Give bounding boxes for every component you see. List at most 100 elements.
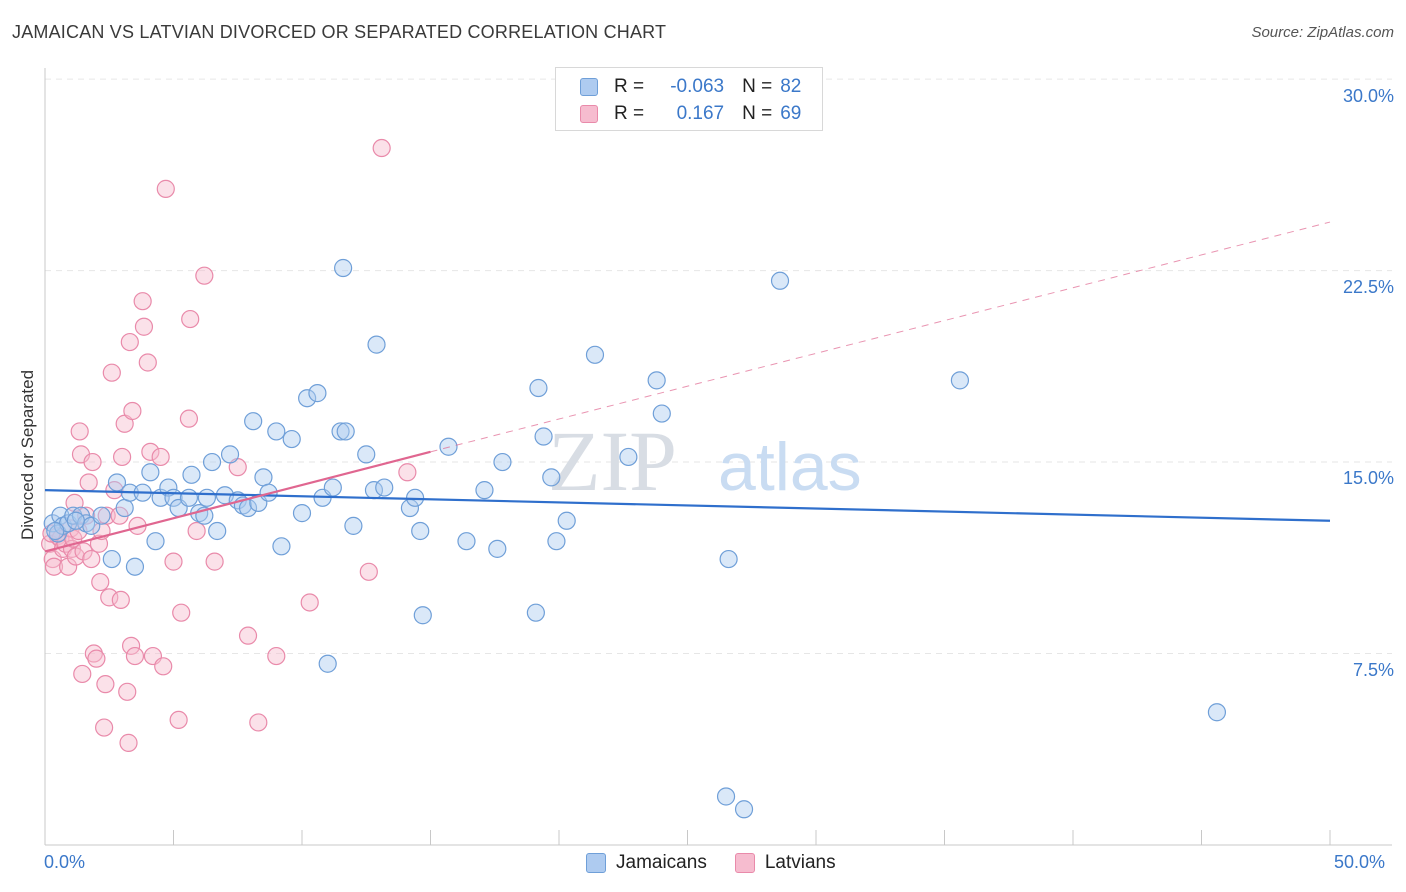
latvian-point	[134, 317, 154, 336]
latvian-point	[249, 713, 268, 732]
latvian-point	[102, 363, 121, 382]
latvian-point	[97, 506, 116, 525]
jamaican-point	[125, 557, 145, 576]
jamaican-point	[534, 427, 553, 446]
legend-swatch-blue	[580, 78, 598, 96]
jamaican-point	[102, 549, 121, 569]
jamaican-point	[146, 532, 165, 551]
latvian-point	[151, 447, 170, 467]
legend-row-latvians: R = 0.167 N = 69	[580, 102, 801, 126]
x-tick-label: 0.0%	[44, 852, 86, 872]
latvian-point	[95, 718, 114, 737]
latvian-point	[267, 646, 286, 666]
legend-n-value: 82	[780, 76, 802, 97]
jamaican-point	[367, 335, 386, 354]
jamaican-point	[272, 537, 291, 556]
watermark-zip: ZIP	[548, 413, 677, 509]
jamaican-point	[652, 404, 671, 423]
latvian-point	[87, 649, 106, 668]
latvians-points	[41, 138, 417, 752]
jamaican-point	[318, 654, 337, 673]
latvian-point	[169, 710, 188, 730]
jamaican-point	[547, 532, 566, 551]
jamaican-point	[647, 371, 666, 390]
latvian-point	[398, 463, 417, 482]
jamaican-point	[493, 452, 512, 472]
latvian-point	[123, 401, 142, 421]
legend-n-label: N =	[742, 76, 773, 97]
latvian-point	[195, 266, 214, 285]
jamaican-point	[292, 504, 312, 523]
latvian-point	[73, 664, 92, 684]
jamaican-point	[46, 521, 65, 541]
jamaican-point	[282, 429, 301, 449]
legend-label-latvians: Latvians	[764, 852, 836, 873]
jamaican-point	[950, 371, 970, 390]
jamaican-point	[179, 488, 199, 507]
latvian-point	[238, 626, 258, 645]
latvian-point	[112, 447, 132, 467]
latvian-point	[100, 588, 119, 607]
latvian-point	[118, 682, 137, 701]
jamaican-point	[220, 445, 240, 464]
series-legend: Jamaicans Latvians	[586, 852, 864, 874]
jamaican-point	[585, 345, 605, 364]
latvian-point	[187, 521, 206, 541]
jamaican-point	[488, 539, 507, 558]
latvian-point	[74, 542, 93, 561]
jamaican-point	[336, 422, 355, 441]
latvian-point	[44, 557, 64, 576]
jamaican-point	[770, 271, 790, 290]
latvian-point	[141, 442, 160, 461]
jamaican-point	[267, 422, 286, 441]
axes	[44, 68, 1392, 846]
latvian-point	[205, 552, 224, 571]
jamaican-point	[375, 478, 394, 497]
correlation-legend: R = -0.063 N = 82 R = 0.167 N = 69	[555, 67, 823, 131]
jamaican-point	[1207, 703, 1227, 722]
jamaican-point	[716, 787, 736, 806]
legend-swatch-pink	[734, 853, 755, 873]
jamaicans-points	[43, 258, 1227, 819]
jamaican-point	[202, 452, 222, 472]
y-axis-label: Divorced or Separated	[18, 369, 37, 541]
y-tick-label: 30.0%	[1342, 86, 1394, 106]
legend-row-jamaicans: R = -0.063 N = 82	[580, 75, 801, 99]
legend-r-value: -0.063	[670, 76, 725, 97]
jamaican-point	[619, 447, 638, 467]
latvian-point	[111, 590, 130, 610]
latvian-point	[82, 549, 101, 569]
latvian-point	[79, 473, 98, 492]
latvian-point	[156, 179, 175, 198]
latvians-trend-line	[44, 450, 431, 553]
latvian-point	[120, 332, 139, 352]
jamaican-point	[323, 478, 342, 497]
jamaican-point	[308, 384, 327, 403]
legend-r-label: R =	[614, 76, 645, 97]
jamaican-point	[254, 468, 273, 487]
latvian-point	[125, 646, 145, 666]
jamaican-point	[542, 468, 561, 487]
latvian-point	[83, 452, 102, 472]
latvian-point	[164, 552, 183, 571]
source-credit: Source: ZipAtlas.com	[1251, 24, 1394, 41]
latvian-point	[96, 675, 115, 694]
latvian-point	[181, 309, 200, 329]
latvian-point	[359, 562, 378, 581]
jamaican-point	[115, 498, 134, 518]
x-tick-label: 50.0%	[1334, 852, 1386, 872]
latvian-point	[70, 422, 89, 441]
jamaican-point	[526, 603, 545, 622]
legend-r-label: R =	[614, 103, 645, 124]
jamaican-point	[331, 422, 350, 441]
jamaican-point	[344, 516, 363, 535]
latvian-point	[172, 603, 191, 622]
jamaican-point	[719, 549, 738, 569]
jamaican-point	[159, 478, 178, 497]
legend-n-value: 69	[780, 103, 802, 124]
legend-swatch-pink	[580, 105, 598, 123]
latvian-point	[77, 506, 96, 525]
jamaican-point	[141, 463, 160, 482]
y-tick-label: 22.5%	[1342, 277, 1394, 297]
latvians-trend-extension	[430, 221, 1331, 453]
